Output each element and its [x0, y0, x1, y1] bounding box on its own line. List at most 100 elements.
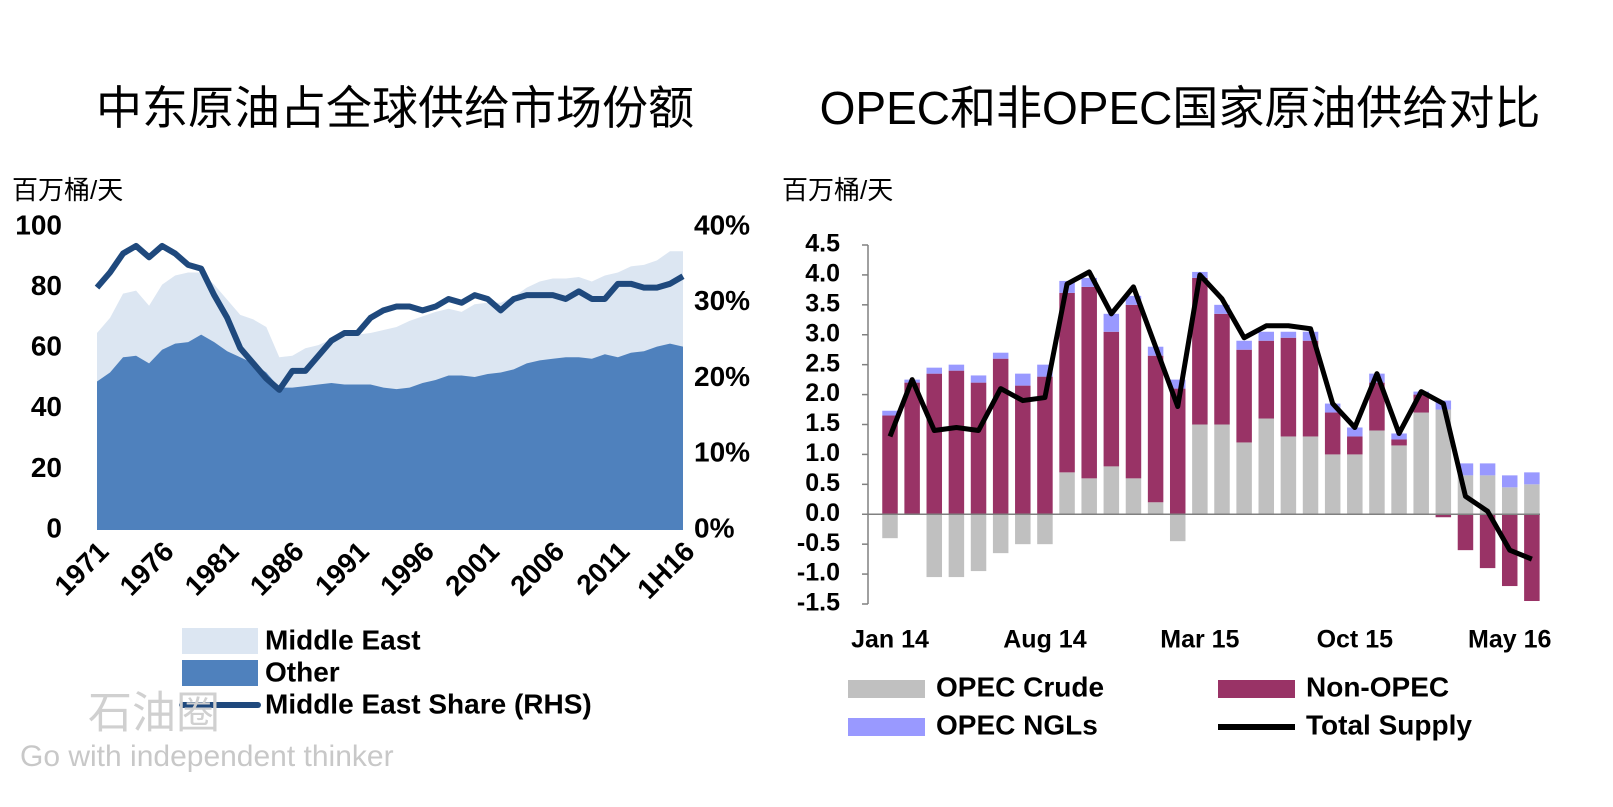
- legend-swatch: [1218, 680, 1295, 698]
- bar-segment: [882, 415, 898, 515]
- y-tick-label: 20: [31, 452, 62, 483]
- bar-segment: [1280, 337, 1297, 437]
- bar-segment: [1236, 442, 1252, 515]
- x-tick-label: Jan 14: [851, 626, 929, 654]
- bar-segment: [1015, 373, 1031, 386]
- bar-segment: [1457, 514, 1474, 551]
- y-tick-label: -1.0: [797, 559, 840, 587]
- x-tick-label: 1976: [114, 536, 180, 602]
- legend-swatch: [182, 660, 258, 686]
- y-tick-label: 60: [31, 331, 62, 362]
- bar-segment: [1258, 340, 1275, 419]
- legend-label: Middle East Share (RHS): [265, 688, 592, 719]
- bar-segment: [1236, 340, 1252, 350]
- bar-segment: [926, 367, 943, 374]
- bar-segment: [1081, 277, 1097, 287]
- bar-segment: [1324, 403, 1341, 413]
- share-line: [94, 242, 685, 393]
- y-tick-label: 0.0: [805, 499, 840, 527]
- y-tick-label: 1.5: [805, 409, 840, 437]
- bar-segment: [1302, 340, 1319, 437]
- bar-segment: [1214, 313, 1230, 425]
- bar-segment: [1457, 463, 1474, 476]
- chart-title: OPEC和非OPEC国家原油供给对比: [820, 82, 1541, 134]
- y-tick-label: 0: [46, 512, 62, 543]
- legend-label: Middle East: [265, 624, 421, 655]
- legend-label: Non-OPEC: [1306, 671, 1449, 702]
- bar-segment: [1147, 355, 1164, 503]
- y-tick-label: 2.5: [805, 349, 840, 377]
- y-tick-label: 4.0: [805, 260, 840, 288]
- bar-segment: [1125, 295, 1142, 305]
- x-tick-label: 2011: [570, 536, 635, 601]
- bar-segment: [1413, 412, 1429, 515]
- legend-swatch: [848, 680, 925, 698]
- y-axis-unit: 百万桶/天: [12, 175, 123, 205]
- bar-segment: [948, 364, 965, 371]
- bar-segment: [1302, 436, 1319, 515]
- bar-segment: [970, 382, 987, 515]
- bar-segment: [1037, 376, 1053, 515]
- area: [97, 334, 683, 530]
- legend-label: Other: [265, 656, 340, 687]
- bar-segment: [1169, 388, 1186, 515]
- bar-segment: [1081, 478, 1097, 515]
- bar-segment: [1015, 385, 1031, 515]
- legend-label: OPEC NGLs: [936, 709, 1098, 740]
- bar-segment: [1103, 331, 1120, 467]
- bar-segment: [882, 410, 898, 416]
- bar-segment: [1479, 463, 1496, 476]
- bar-segment: [1347, 436, 1363, 455]
- bar-segment: [1324, 454, 1341, 515]
- y-tick-label: 1.0: [805, 439, 840, 467]
- y-tick-label: -0.5: [797, 529, 840, 557]
- bar-segment: [1214, 424, 1230, 515]
- bar-segment: [1391, 439, 1407, 446]
- total-line: [887, 269, 1533, 562]
- bar-segment: [1125, 304, 1142, 479]
- y-tick-label: -1.5: [797, 589, 840, 617]
- bar-segment: [1435, 409, 1452, 515]
- bar-segment: [1192, 424, 1208, 515]
- bar-segment: [1103, 466, 1120, 515]
- bar-segment: [948, 370, 965, 515]
- bar-segment: [1125, 478, 1142, 515]
- y2-tick-label: 30%: [694, 285, 750, 316]
- y-axis-unit: 百万桶/天: [782, 175, 893, 205]
- bar-segment: [1280, 331, 1297, 338]
- bar-segment: [1169, 379, 1186, 389]
- bar-segment: [1258, 418, 1275, 515]
- x-tick-label: May 16: [1468, 626, 1551, 654]
- y-tick-label: 3.0: [805, 319, 840, 347]
- bar-segment: [1103, 313, 1120, 332]
- bar-segment: [904, 382, 920, 515]
- x-tick-label: 1971: [48, 536, 114, 602]
- bar-segment: [1169, 514, 1186, 542]
- bar-segment: [1347, 454, 1363, 515]
- bar-segment: [1369, 382, 1385, 431]
- bar-segment: [1524, 472, 1540, 485]
- y2-tick-label: 10%: [694, 437, 750, 468]
- bar-segment: [1214, 304, 1230, 314]
- bar-segment: [926, 373, 943, 515]
- bar-segment: [1479, 514, 1496, 569]
- x-tick-label: 1996: [374, 536, 440, 602]
- legend-swatch: [848, 718, 925, 736]
- y-tick-label: 40: [31, 391, 62, 422]
- legend-swatch: [182, 628, 258, 654]
- x-tick-label: Aug 14: [1003, 626, 1086, 654]
- bar-segment: [992, 358, 1009, 515]
- bar-segment: [1015, 514, 1031, 545]
- bar-segment: [1524, 484, 1540, 515]
- bar-segment: [1280, 436, 1297, 515]
- x-tick-label: 1991: [309, 536, 375, 602]
- bar-segment: [882, 514, 898, 539]
- bar-segment: [1059, 292, 1075, 473]
- bar-segment: [1236, 349, 1252, 443]
- bar-segment: [926, 514, 943, 578]
- bar-segment: [1435, 514, 1452, 518]
- y-tick-label: 4.5: [805, 230, 840, 258]
- legend-label: Total Supply: [1306, 709, 1472, 740]
- x-tick-label: 2006: [504, 536, 570, 602]
